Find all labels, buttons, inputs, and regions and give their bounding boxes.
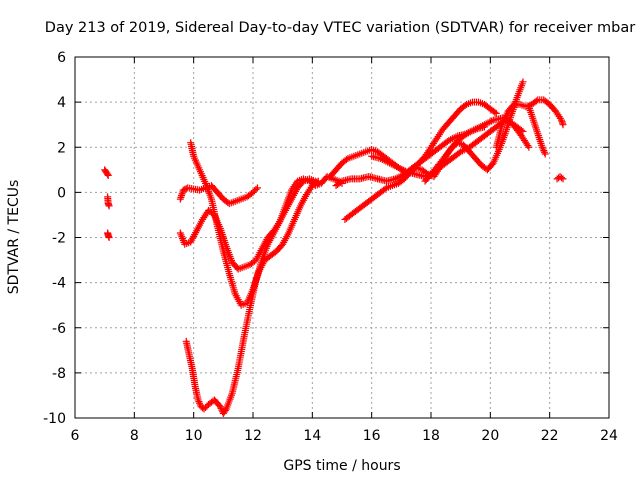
data-layer: [101, 78, 567, 417]
data-point: [216, 403, 224, 411]
x-tick-label: 10: [185, 428, 203, 444]
data-point: [532, 97, 540, 105]
x-tick-label: 22: [541, 428, 559, 444]
data-point: [250, 187, 258, 195]
y-tick-label: -6: [52, 321, 66, 337]
data-point: [249, 188, 257, 196]
data-point: [181, 185, 189, 193]
data-point: [105, 234, 113, 241]
data-point: [194, 396, 202, 404]
series-arc-d: [176, 182, 261, 208]
series-arc-b: [104, 193, 113, 210]
grid-layer: [75, 57, 609, 418]
series-arc-n: [525, 103, 549, 158]
x-tick-label: 6: [71, 428, 80, 444]
y-tick-label: 2: [57, 140, 66, 156]
x-tick-label: 16: [363, 428, 381, 444]
series-arc-a: [101, 166, 112, 179]
data-point: [539, 145, 547, 153]
series-arc-o: [553, 173, 567, 183]
data-point: [252, 185, 260, 193]
data-point: [104, 171, 112, 179]
data-point: [559, 175, 567, 183]
data-point: [202, 403, 210, 411]
data-point: [540, 148, 548, 156]
data-point: [558, 174, 566, 182]
y-tick-label: 0: [57, 185, 66, 201]
x-tick-label: 14: [303, 428, 321, 444]
x-tick-label: 12: [244, 428, 262, 444]
y-tick-label: 6: [57, 50, 66, 66]
data-point: [253, 184, 261, 192]
data-point: [525, 143, 533, 151]
data-point: [195, 398, 203, 406]
series-arc-k: [368, 116, 527, 181]
data-point: [541, 150, 549, 158]
series-arc-m: [492, 96, 567, 151]
data-point: [179, 186, 187, 194]
data-point: [519, 78, 527, 86]
y-axis-label: SDTVAR / TECUs: [6, 180, 22, 295]
data-point: [491, 108, 499, 116]
data-point: [200, 405, 208, 413]
data-point: [337, 178, 345, 186]
y-tick-label: -4: [52, 276, 66, 292]
y-tick-label: -8: [52, 366, 66, 382]
x-tick-label: 24: [600, 428, 618, 444]
series-arc-g: [182, 173, 346, 417]
series-arc-l: [421, 114, 533, 185]
data-point: [524, 142, 532, 150]
x-axis-label: GPS time / hours: [283, 458, 400, 474]
y-tick-label: -2: [52, 231, 66, 247]
x-tick-label: 18: [422, 428, 440, 444]
data-point: [509, 102, 517, 110]
data-point: [105, 202, 113, 210]
data-point: [221, 406, 229, 414]
data-point: [196, 399, 204, 407]
series-arc-c: [104, 229, 113, 241]
x-tick-label: 20: [481, 428, 499, 444]
data-point: [492, 109, 500, 117]
x-tick-label: 8: [130, 428, 139, 444]
data-point: [540, 147, 548, 155]
data-point: [538, 143, 546, 151]
data-point: [559, 121, 567, 129]
y-tick-label: 4: [57, 95, 66, 111]
chart-title: Day 213 of 2019, Sidereal Day-to-day VTE…: [45, 20, 635, 36]
y-tick-label: -10: [43, 411, 66, 427]
